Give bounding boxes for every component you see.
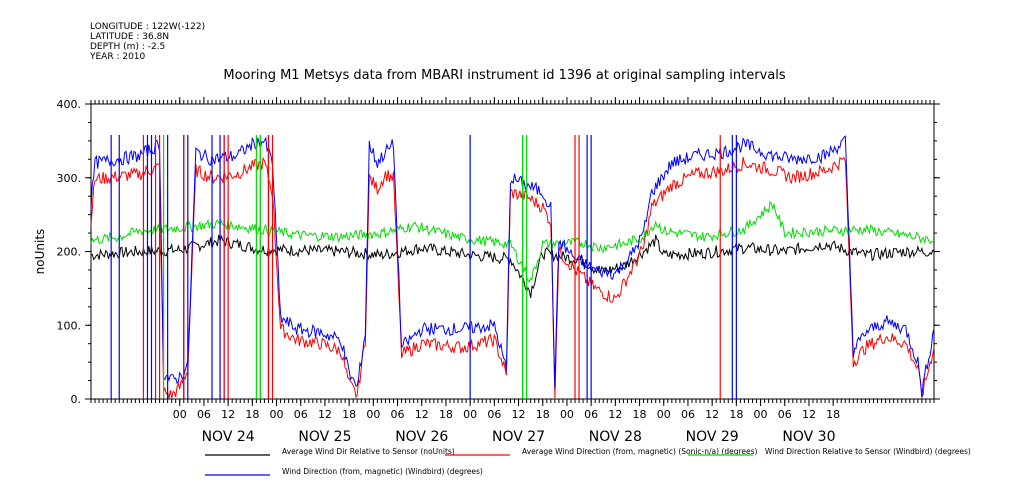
depth-label: DEPTH (m) : -2.5 <box>90 42 166 52</box>
x-tick-label: 06 <box>584 408 598 421</box>
chart-title: Mooring M1 Metsys data from MBARI instru… <box>223 68 786 83</box>
series-line-3 <box>90 201 935 283</box>
x-tick-label: 06 <box>487 408 501 421</box>
series-line-2 <box>90 156 935 399</box>
plot-area <box>90 134 935 399</box>
day-label: NOV 30 <box>782 429 835 445</box>
year-label: YEAR : 2010 <box>90 52 146 62</box>
y-tick-label: 0. <box>71 393 82 406</box>
x-tick-label: 12 <box>512 408 526 421</box>
x-tick-label: 18 <box>729 408 743 421</box>
x-tick-label: 12 <box>415 408 429 421</box>
x-tick-label: 00 <box>657 408 671 421</box>
x-tick-label: 00 <box>270 408 284 421</box>
x-tick-label: 18 <box>342 408 356 421</box>
day-label: NOV 27 <box>492 429 545 445</box>
legend-label: Average Wind Direction (from, magnetic) … <box>522 447 758 456</box>
legend-label: Wind Direction Relative to Sensor (Windb… <box>765 447 971 456</box>
x-tick-label: 06 <box>681 408 695 421</box>
day-label: NOV 26 <box>395 429 448 445</box>
x-tick-label: 00 <box>173 408 187 421</box>
x-tick-label: 18 <box>536 408 550 421</box>
legend-label: Average Wind Dir Relative to Sensor (noU… <box>282 447 455 456</box>
x-tick-label: 18 <box>826 408 840 421</box>
x-tick-label: 12 <box>608 408 622 421</box>
latitude-label: LATITUDE : 36.8N <box>90 32 170 42</box>
x-tick-label: 18 <box>439 408 453 421</box>
plot-frame <box>90 103 935 400</box>
x-tick-label: 00 <box>754 408 768 421</box>
y-tick-label: 300. <box>57 172 82 185</box>
x-tick-label: 06 <box>294 408 308 421</box>
y-tick-label: 400. <box>57 98 82 111</box>
x-tick-label: 12 <box>705 408 719 421</box>
x-tick-label: 00 <box>463 408 477 421</box>
x-tick-label: 06 <box>778 408 792 421</box>
x-tick-label: 06 <box>391 408 405 421</box>
day-label: NOV 24 <box>202 429 255 445</box>
y-tick-label: 200. <box>57 246 82 259</box>
x-tick-label: 18 <box>245 408 259 421</box>
x-tick-label: 12 <box>318 408 332 421</box>
legend-label: Wind Direction (from, magnetic) (Windbir… <box>282 467 483 476</box>
x-tick-label: 00 <box>560 408 574 421</box>
day-label: NOV 25 <box>298 429 351 445</box>
longitude-label: LONGITUDE : 122W(-122) <box>90 22 206 32</box>
series-line-1 <box>90 234 935 298</box>
x-tick-label: 12 <box>221 408 235 421</box>
series-line-4 <box>90 135 935 398</box>
x-tick-label: 06 <box>197 408 211 421</box>
x-tick-label: 00 <box>366 408 380 421</box>
y-tick-label: 100. <box>57 319 82 332</box>
day-label: NOV 29 <box>686 429 739 445</box>
day-label: NOV 28 <box>589 429 642 445</box>
x-tick-label: 12 <box>802 408 816 421</box>
y-axis-label: noUnits <box>33 229 47 275</box>
x-tick-label: 18 <box>633 408 647 421</box>
